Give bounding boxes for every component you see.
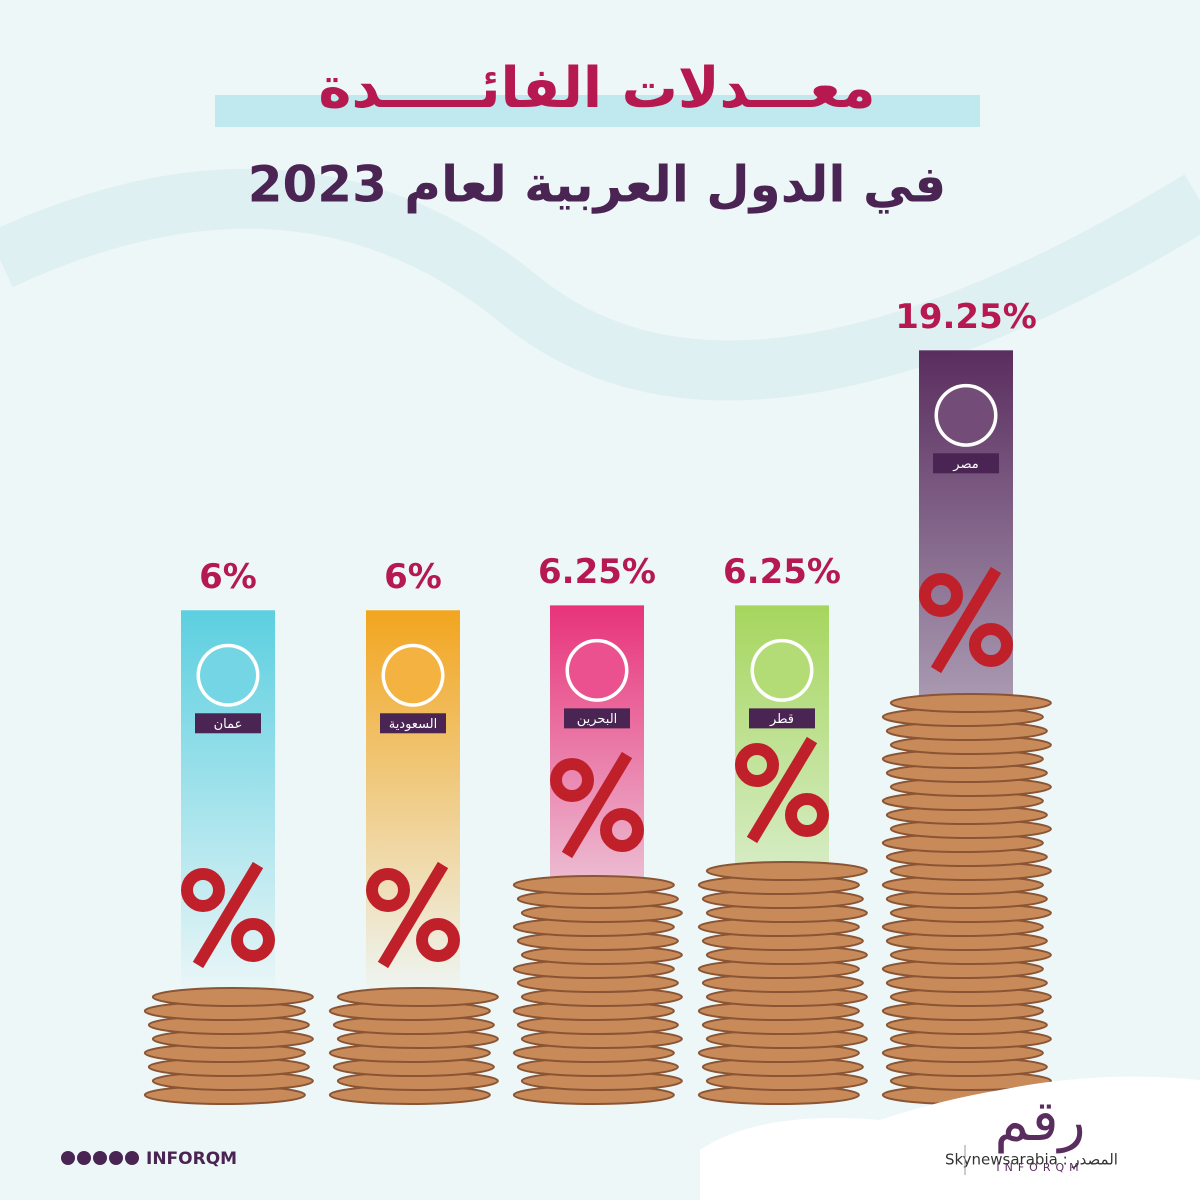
flag-color xyxy=(200,647,256,704)
icon xyxy=(93,1151,107,1165)
value-label: 6% xyxy=(384,557,442,597)
source: المصدر : Skynewsarabia xyxy=(945,1151,1118,1169)
name-tag xyxy=(380,713,446,734)
footer-wave xyxy=(700,1076,1200,1200)
category-label: السعودية xyxy=(389,717,438,732)
name-tag xyxy=(195,713,261,734)
icon xyxy=(61,1151,75,1165)
percent-sign xyxy=(181,868,225,912)
chart-subtitle: في الدول العربية لعام 2023 xyxy=(248,156,947,215)
flag-color xyxy=(938,387,994,444)
footer-handle: INFORQM xyxy=(146,1149,237,1169)
coin xyxy=(336,987,499,1007)
percent-sign xyxy=(416,918,460,962)
icon xyxy=(77,1151,91,1165)
value-label: 6% xyxy=(199,557,257,597)
chart-title: معـــدلات الفائـــــدة xyxy=(318,56,875,121)
coin xyxy=(151,987,314,1007)
percent-sign xyxy=(600,808,644,852)
title-highlight xyxy=(215,95,980,127)
logo: رقم xyxy=(994,1089,1085,1154)
social-icons xyxy=(61,1151,139,1165)
percent-sign xyxy=(377,861,449,969)
name-tag xyxy=(749,708,815,729)
value-label: 6.25% xyxy=(723,552,841,592)
icon xyxy=(109,1151,123,1165)
bg-swirl xyxy=(0,168,1200,401)
bars: 6% عمان 6% السعودية 6.25% البحرين 6.25% قطر 19.2… xyxy=(143,297,1052,1105)
percent-sign xyxy=(919,573,963,617)
name-tag xyxy=(564,708,630,729)
category-label: قطر xyxy=(769,712,794,727)
name-tag xyxy=(933,453,999,474)
value-label: 6.25% xyxy=(538,552,656,592)
coin xyxy=(705,861,868,881)
coin xyxy=(889,693,1052,713)
percent-sign xyxy=(192,861,264,969)
flag-color xyxy=(385,647,441,704)
percent-sign xyxy=(785,793,829,837)
percent-sign xyxy=(366,868,410,912)
percent-sign xyxy=(550,758,594,802)
icon xyxy=(125,1151,139,1165)
flag-color xyxy=(754,642,810,699)
flag-color xyxy=(569,642,625,699)
percent-sign xyxy=(561,751,633,859)
percent-sign xyxy=(930,566,1002,674)
category-label: البحرين xyxy=(577,712,618,727)
value-label: 19.25% xyxy=(895,297,1037,337)
category-label: عمان xyxy=(214,717,243,732)
coin xyxy=(512,875,675,895)
logo-sub: INFORQM xyxy=(996,1161,1083,1174)
percent-sign xyxy=(735,743,779,787)
percent-sign xyxy=(746,736,818,844)
percent-sign xyxy=(969,623,1013,667)
category-label: مصر xyxy=(952,457,978,472)
percent-sign xyxy=(231,918,275,962)
